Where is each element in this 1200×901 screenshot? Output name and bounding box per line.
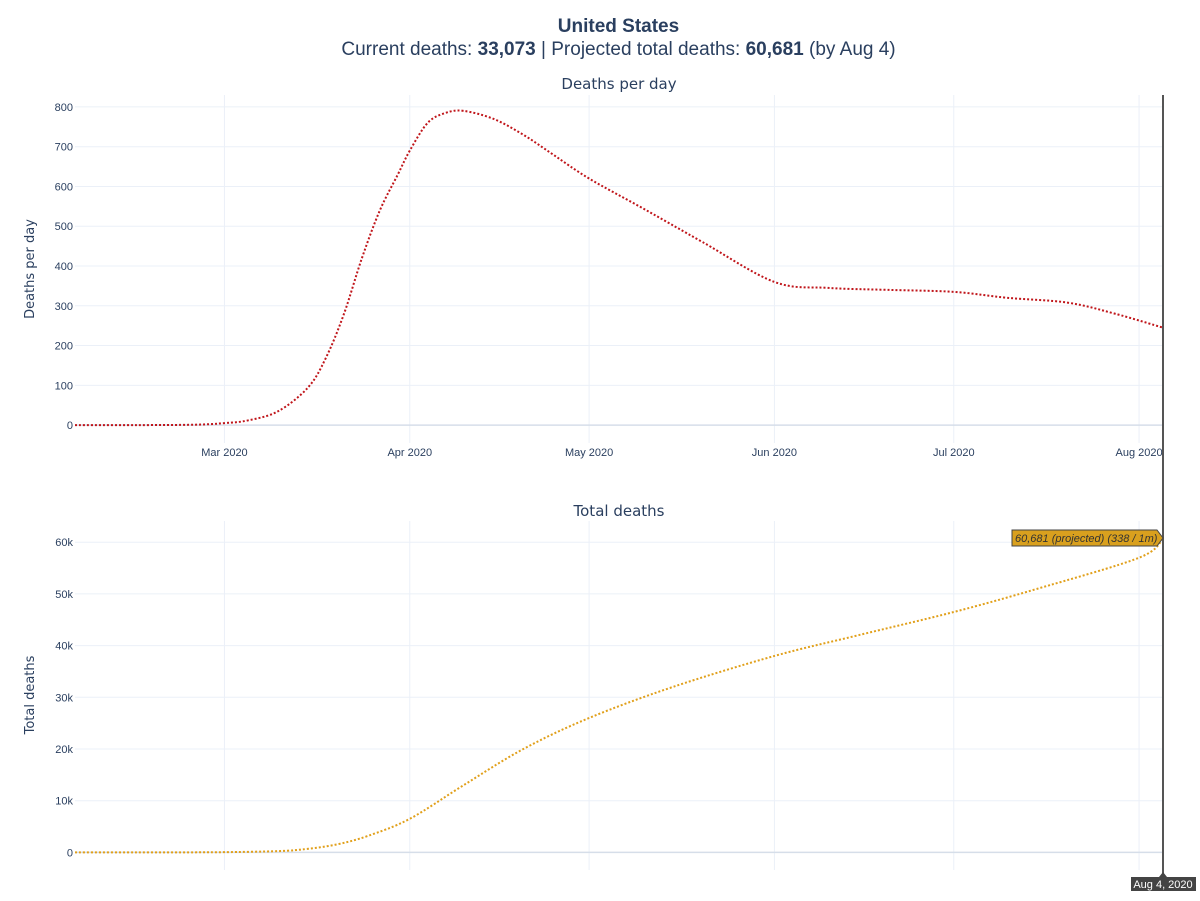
dpd-panel: Mar 2020 Apr 2020 May 2020 Jun 2020 Jul 2020… [23,75,1164,459]
hover-label-box [1011,529,1164,547]
hover-x-label-box [1131,872,1196,891]
dpd-y-axis-label: Deaths per day [23,219,38,319]
dpd-panel-title: Deaths per day [561,75,676,93]
total-y-tick-label: 0 [67,847,73,859]
total-y-tick-label: 40k [55,641,73,653]
total-y-tick-label: 60k [55,537,73,549]
dpd-x-tick-label: Apr 2020 [387,447,432,459]
projected-deaths-label: Projected total deaths: [551,39,741,60]
current-deaths-label: Current deaths: [341,39,473,60]
dpd-y-tick-label: 300 [55,301,73,313]
dpd-y-tick-label: 0 [67,420,73,432]
dpd-y-tick-label: 800 [55,102,73,114]
current-deaths-value: 33,073 [477,39,536,60]
chart-subtitle: Current deaths: 33,073 | Projected total… [0,39,1200,61]
hover-x-label-text: Aug 4, 2020 [1133,879,1192,891]
dpd-x-tick-label: Jun 2020 [752,447,797,459]
hover-label-text: 60,681 (projected) (338 / 1m) [1015,533,1158,545]
dpd-y-tick-label: 200 [55,341,73,353]
hover-label: 60,681 (projected) (338 / 1m) [1011,529,1164,547]
chart-title: United States [557,16,680,37]
total-y-tick-label: 20k [55,744,73,756]
subtitle-separator: | [541,39,546,60]
total-y-axis-label: Total deaths [23,655,38,735]
dpd-y-tick-label: 400 [55,261,73,273]
hover-x-label: Aug 4, 2020 [1131,872,1196,891]
total-y-tick-label: 10k [55,796,73,808]
dpd-x-tick-label: May 2020 [565,447,613,459]
projected-deaths-suffix: (by Aug 4) [809,39,896,60]
dpd-x-tick-label: Jul 2020 [933,447,975,459]
dpd-y-tick-label: 700 [55,142,73,154]
dpd-y-tick-label: 100 [55,380,73,392]
dpd-y-tick-label: 600 [55,181,73,193]
total-panel-title: Total deaths [573,502,665,520]
dpd-series-line [74,109,1164,427]
total-panel: 0 10k 20k 30k 40k 50k 60k Total deaths Total dea… [23,502,1164,870]
total-series-line [74,537,1164,854]
total-y-tick-label: 50k [55,589,73,601]
dpd-y-tick-label: 500 [55,221,73,233]
dpd-x-tick-label: Mar 2020 [201,447,247,459]
projected-deaths-value: 60,681 [745,39,804,60]
dpd-x-tick-label: Aug 2020 [1116,447,1163,459]
total-y-tick-label: 30k [55,692,73,704]
